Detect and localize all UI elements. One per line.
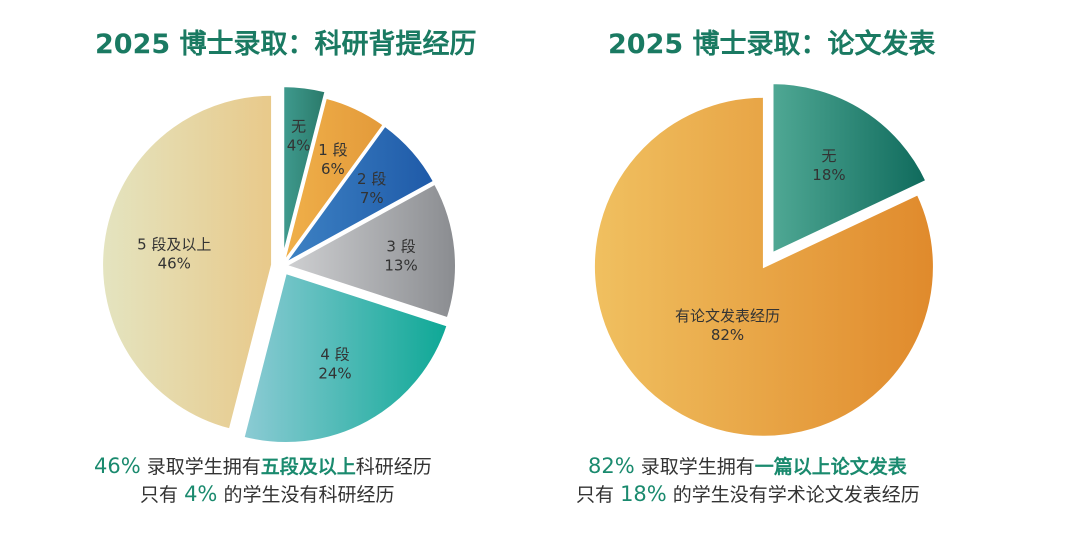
caption-publication-line2: 只有 18% 的学生没有学术论文发表经历 — [576, 481, 920, 508]
pie-slice-research-1 — [282, 96, 386, 263]
slice-label-research-2: 2 段 — [357, 170, 386, 188]
slice-value-publication-1: 82% — [711, 326, 744, 344]
caption-text: 只有 — [140, 484, 179, 506]
slice-label-research-1: 1 段 — [318, 141, 347, 159]
caption-text: 录取学生拥有 — [640, 456, 755, 478]
caption-text: 录取学生拥有 — [146, 456, 261, 478]
slice-value-research-1: 6% — [321, 160, 345, 178]
pie-slice-research-5 — [101, 93, 274, 431]
pie-slice-research-2 — [284, 124, 436, 265]
caption-highlight: 五段及以上 — [260, 456, 356, 478]
slice-value-publication-0: 18% — [812, 166, 845, 184]
caption-text: 的学生没有科研经历 — [223, 484, 395, 506]
slice-value-research-4: 24% — [318, 364, 351, 382]
slice-value-research-3: 13% — [384, 257, 417, 275]
caption-research-line1: 46% 录取学生拥有五段及以上科研经历 — [94, 453, 432, 480]
slice-label-research-5: 5 段及以上 — [137, 235, 211, 253]
caption-publication-line1: 82% 录取学生拥有一篇以上论文发表 — [588, 453, 907, 480]
pie-slice-research-3 — [283, 182, 457, 320]
pie-slice-publication-0 — [771, 82, 928, 255]
caption-highlight: 一篇以上论文发表 — [754, 456, 907, 478]
caption-research-line2: 只有 4% 的学生没有科研经历 — [140, 481, 394, 508]
slice-label-research-3: 3 段 — [386, 238, 415, 256]
pie-slice-publication-1 — [592, 95, 935, 438]
caption-pct: 18% — [620, 482, 667, 506]
slice-label-publication-0: 无 — [821, 147, 836, 165]
pie-slice-research-0 — [282, 85, 327, 257]
slice-value-research-0: 4% — [287, 137, 311, 155]
caption-text: 的学生没有学术论文发表经历 — [672, 484, 920, 506]
slice-label-publication-1: 有论文发表经历 — [675, 307, 780, 325]
slice-value-research-5: 46% — [158, 254, 191, 272]
caption-text: 科研经历 — [355, 456, 432, 478]
slice-value-research-2: 7% — [360, 189, 384, 207]
slice-label-research-0: 无 — [291, 118, 306, 136]
caption-pct: 4% — [184, 482, 218, 506]
caption-pct: 82% — [588, 454, 635, 478]
chart-title-research: 2025 博士录取：科研背提经历 — [95, 29, 477, 60]
slice-label-research-4: 4 段 — [320, 345, 349, 363]
pie-slice-research-4 — [242, 271, 449, 445]
chart-title-publication: 2025 博士录取：论文发表 — [608, 29, 936, 60]
caption-pct: 46% — [94, 454, 141, 478]
caption-text: 只有 — [576, 484, 615, 506]
